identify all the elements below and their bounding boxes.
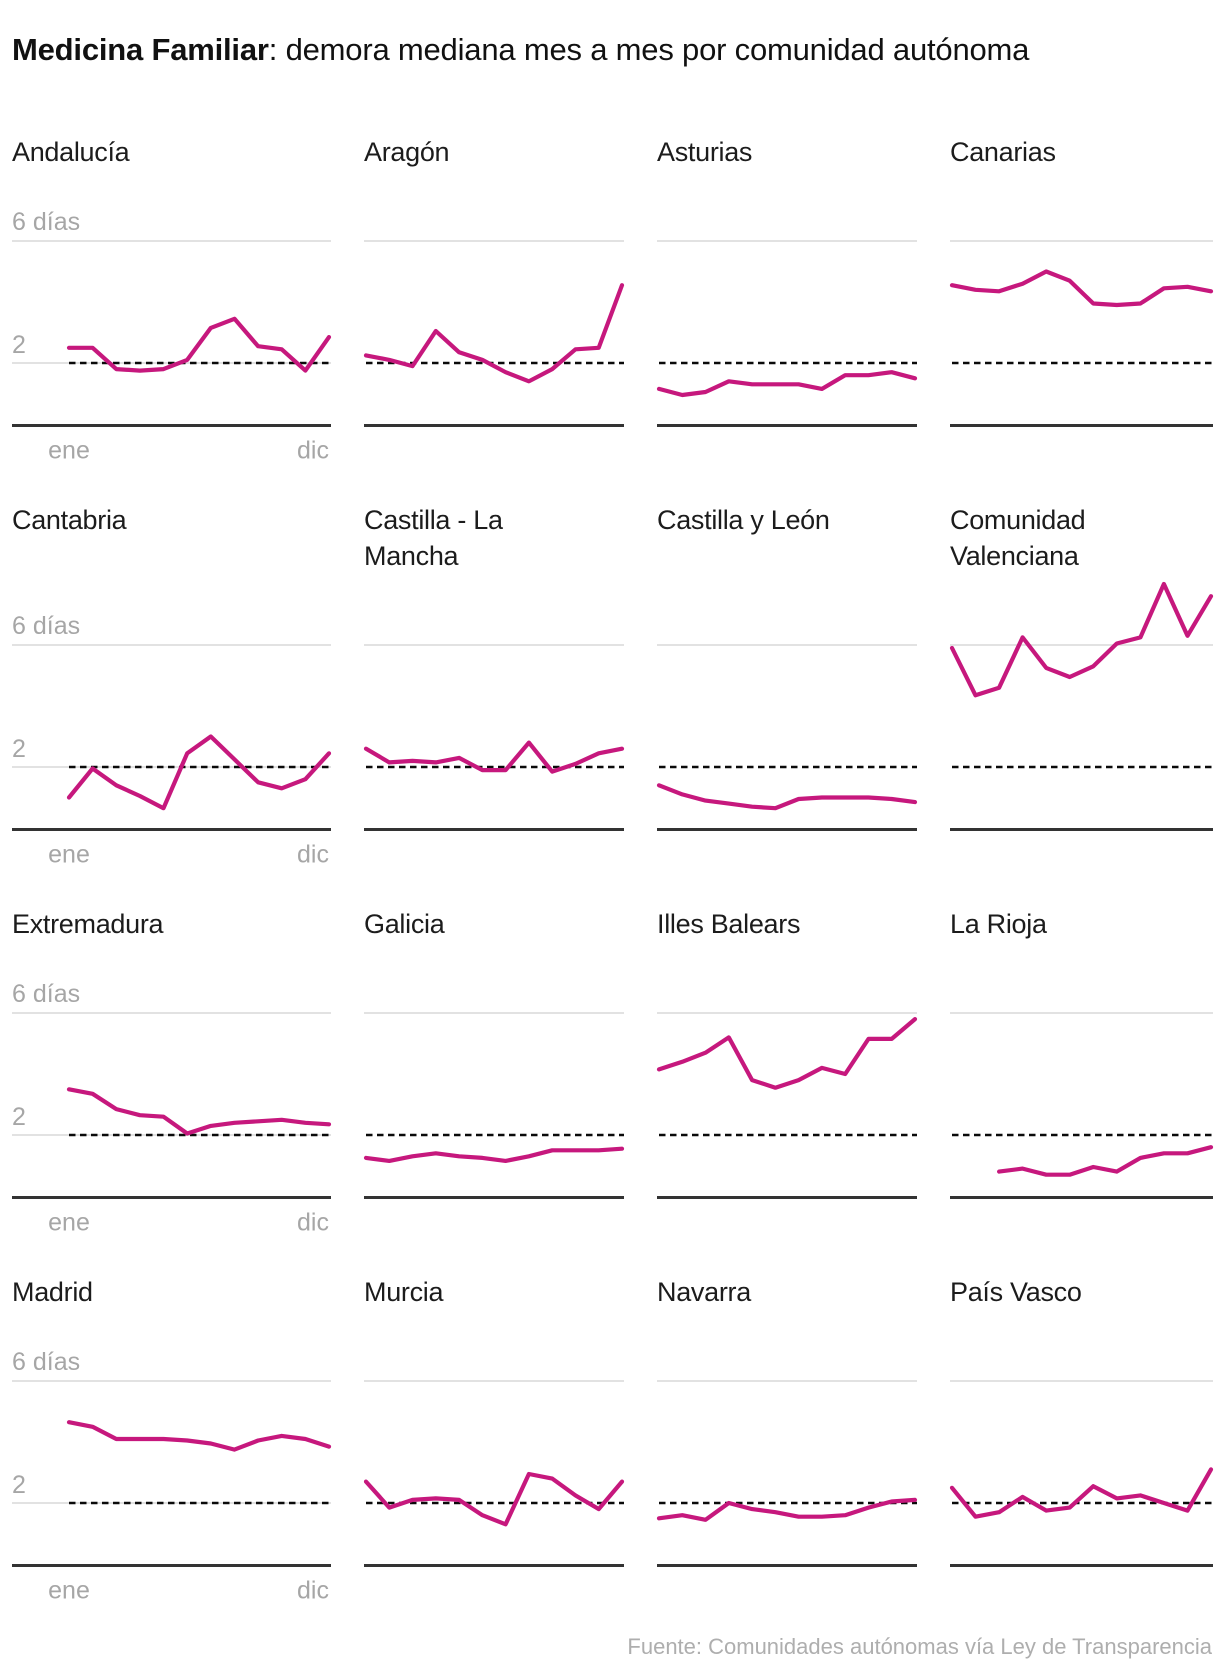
x-label-ene: ene (48, 1209, 90, 1237)
data-line (66, 1420, 332, 1452)
chart-plot: 6 días 2 ene dic (12, 612, 332, 869)
chart-title: Extremadura (12, 909, 164, 939)
page-title-bold: Medicina Familiar (12, 32, 269, 67)
data-line (949, 1467, 1214, 1519)
data-line (363, 1146, 625, 1163)
data-line (996, 1145, 1214, 1177)
x-label-dic: dic (297, 1209, 329, 1237)
x-label-ene: ene (48, 841, 90, 869)
chart-castilla-la-mancha: Castilla - La Mancha (363, 502, 625, 872)
chart-plot (656, 1012, 918, 1199)
chart-aragon: Aragón (363, 134, 625, 468)
chart-plot (363, 644, 625, 831)
chart-plot (950, 1012, 1214, 1199)
chart-title: Illes Balears (657, 909, 801, 939)
data-line (363, 1471, 625, 1527)
y-label-2: 2 (12, 735, 26, 763)
x-label-dic: dic (297, 841, 329, 869)
chart-plot (656, 644, 918, 831)
y-label-2: 2 (12, 331, 26, 359)
chart-comunidad-valenciana: Comunidad Valenciana (949, 502, 1214, 872)
chart-plot: 6 días 2 ene dic (12, 1348, 332, 1605)
chart-plot (949, 581, 1214, 831)
chart-title: Navarra (657, 1277, 751, 1307)
chart-plot (949, 240, 1214, 427)
data-line (66, 734, 332, 811)
chart-title: Madrid (12, 1277, 93, 1307)
data-line (66, 316, 332, 373)
chart-asturias: Asturias (656, 134, 918, 468)
data-line (656, 1497, 918, 1522)
y-label-2: 2 (12, 1103, 26, 1131)
chart-canarias: Canarias (949, 134, 1214, 468)
chart-plot (949, 1380, 1214, 1567)
source-note: Fuente: Comunidades autónomas vía Ley de… (627, 1634, 1212, 1659)
chart-title: Asturias (657, 137, 753, 167)
chart-plot: 6 días 2 ene dic (12, 208, 332, 465)
chart-castilla-y-leon: Castilla y León (656, 502, 918, 872)
chart-plot (656, 240, 918, 427)
data-line (363, 740, 625, 774)
data-line (656, 1016, 918, 1090)
y-label-2: 2 (12, 1471, 26, 1499)
chart-navarra: Navarra (656, 1274, 918, 1608)
chart-andalucia: Andalucía 6 días 2 ene dic (12, 134, 332, 468)
x-label-ene: ene (48, 1577, 90, 1605)
chart-title: Canarias (950, 137, 1056, 167)
chart-galicia: Galicia (363, 906, 625, 1240)
y-label-6-dias: 6 días (12, 612, 80, 640)
chart-title: Aragón (364, 137, 450, 167)
x-label-dic: dic (297, 1577, 329, 1605)
chart-title: Castilla y León (657, 505, 830, 535)
charts-grid: Andalucía 6 días 2 ene dic Aragón Asturias Cana… (12, 134, 1220, 1608)
data-line (656, 370, 918, 398)
chart-plot (363, 1012, 625, 1199)
chart-plot (363, 240, 625, 427)
chart-title: Galicia (364, 909, 445, 939)
data-line (363, 283, 625, 384)
chart-la-rioja: La Rioja (950, 906, 1214, 1240)
chart-title: Cantabria (12, 505, 127, 535)
page-title: Medicina Familiar: demora mediana mes a … (12, 30, 1220, 70)
chart-murcia: Murcia (363, 1274, 625, 1608)
chart-madrid: Madrid 6 días 2 ene dic (12, 1274, 332, 1608)
chart-illes-balears: Illes Balears (656, 906, 918, 1240)
x-label-ene: ene (48, 437, 90, 465)
page-title-rest: : demora mediana mes a mes por comunidad… (268, 32, 1030, 67)
chart-cantabria: Cantabria 6 días 2 ene dic (12, 502, 332, 872)
chart-plot (363, 1380, 625, 1567)
chart-title: Comunidad Valenciana (950, 505, 1086, 571)
chart-title: Andalucía (12, 137, 130, 167)
chart-title: País Vasco (950, 1277, 1082, 1307)
chart-plot: 6 días 2 ene dic (12, 980, 332, 1237)
chart-extremadura: Extremadura 6 días 2 ene dic (12, 906, 332, 1240)
data-line (66, 1087, 332, 1136)
x-label-dic: dic (297, 437, 329, 465)
y-label-6-dias: 6 días (12, 1348, 80, 1376)
chart-title: Murcia (364, 1277, 444, 1307)
chart-plot (656, 1380, 918, 1567)
chart-title: Castilla - La Mancha (364, 505, 503, 571)
chart-pais-vasco: País Vasco (949, 1274, 1214, 1608)
y-label-6-dias: 6 días (12, 208, 80, 236)
data-line (949, 581, 1214, 698)
chart-title: La Rioja (950, 909, 1047, 939)
data-line (949, 269, 1214, 308)
data-line (656, 783, 918, 811)
y-label-6-dias: 6 días (12, 980, 80, 1008)
